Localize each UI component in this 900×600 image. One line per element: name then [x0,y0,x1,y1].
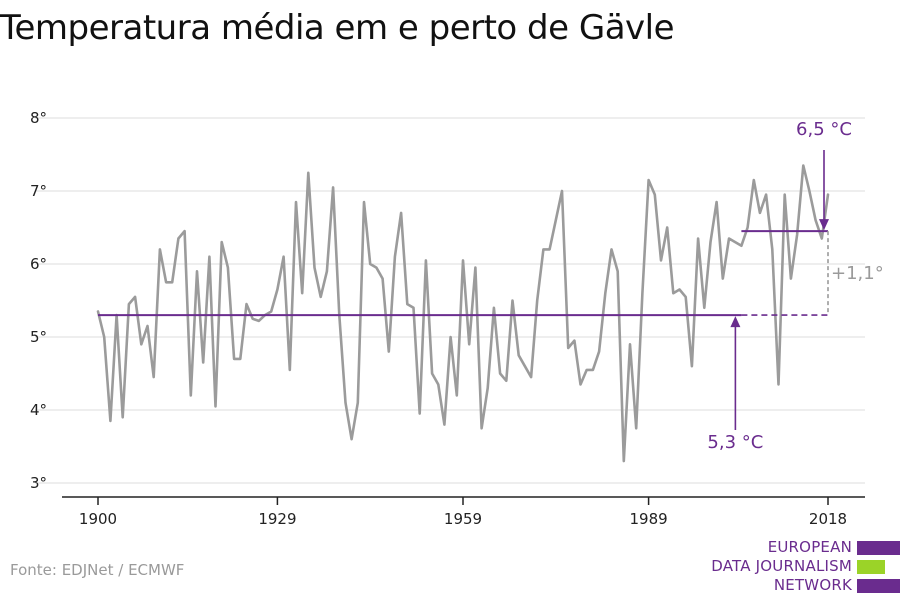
y-tick-label-6: 6° [30,255,47,273]
baseline-average-label: 5,3 °C [707,432,763,453]
recent-arrow-head [819,219,829,231]
temperature-series-line [96,164,830,463]
baseline-arrow-head [730,316,741,328]
x-axis: 1900 1929 1959 1989 2018 [62,496,865,528]
source-credit: Fonte: EDJNet / ECMWF [10,561,185,579]
x-tick-label-1989: 1989 [629,510,667,528]
logo-bar-purple-bottom [857,579,900,593]
x-tick-label-2018: 2018 [809,510,847,528]
series-layer [96,164,830,463]
recent-average-label: 6,5 °C [796,119,852,140]
y-tick-label-5: 5° [30,328,47,346]
y-tick-label-7: 7° [30,182,47,200]
logo-line-3: NETWORK [773,576,852,594]
chart-title: Temperatura média em e perto de Gävle [0,8,675,48]
y-tick-label-8: 8° [30,109,47,127]
x-tick-label-1929: 1929 [258,510,296,528]
logo-bar-green [857,560,885,574]
difference-label: +1,1° [831,263,884,284]
edjnet-logo: EUROPEAN DATA JOURNALISM NETWORK [700,538,900,594]
logo-line-2: DATA JOURNALISM [711,557,852,575]
x-tick-label-1959: 1959 [444,510,482,528]
x-tick-label-1900: 1900 [79,510,117,528]
y-axis: 3° 4° 5° 6° 7° 8° [30,109,47,492]
logo-line-1: EUROPEAN [767,538,852,556]
y-tick-label-3: 3° [30,474,47,492]
logo-bar-purple-top [857,541,900,555]
annotations: 6,5 °C 5,3 °C +1,1° [98,119,884,453]
y-tick-label-4: 4° [30,401,47,419]
gridlines [35,117,865,484]
